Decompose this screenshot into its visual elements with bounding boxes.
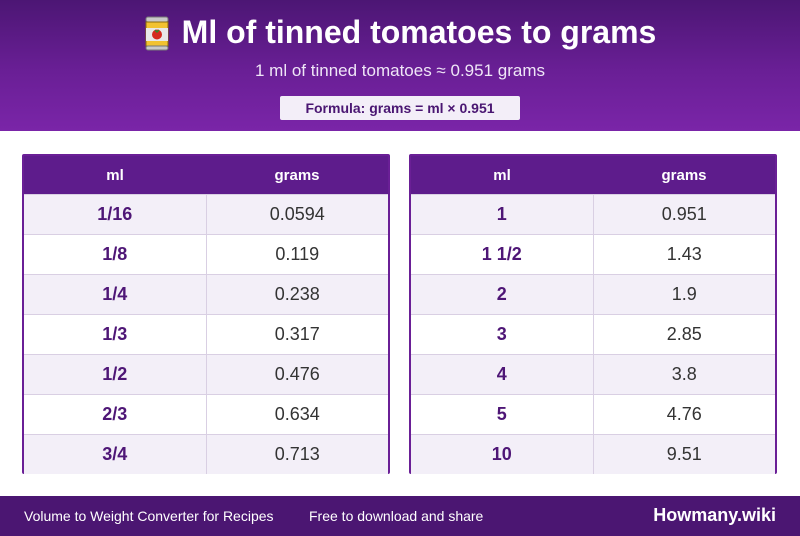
table-header: ml grams xyxy=(24,156,388,194)
table-row: 1/8 0.119 xyxy=(24,234,388,274)
table-row: 10 9.51 xyxy=(411,434,775,474)
formula-badge: Formula: grams = ml × 0.951 xyxy=(280,96,520,120)
table-row: 2 1.9 xyxy=(411,274,775,314)
conversion-table-left: ml grams 1/16 0.0594 1/8 0.119 1/4 0.238 1/3 0.… xyxy=(22,154,390,474)
subtitle: 1 ml of tinned tomatoes ≈ 0.951 grams xyxy=(255,61,545,80)
table-body: 1/16 0.0594 1/8 0.119 1/4 0.238 1/3 0.317 1/2 0.4… xyxy=(24,194,388,474)
grams-cell: 0.317 xyxy=(274,324,320,344)
table-row: 3 2.85 xyxy=(411,314,775,354)
grams-cell: 0.634 xyxy=(274,404,320,424)
ml-cell: 1/16 xyxy=(24,195,207,234)
ml-cell: 10 xyxy=(411,435,594,474)
ml-cell: 1/2 xyxy=(24,355,207,394)
table-row: 1/4 0.238 xyxy=(24,274,388,314)
grams-cell: 3.8 xyxy=(671,364,697,384)
ml-cell: 1/3 xyxy=(24,315,207,354)
page-title: Ml of tinned tomatoes to grams xyxy=(181,14,657,50)
header: Ml of tinned tomatoes to grams 1 ml of t… xyxy=(0,0,800,131)
ml-cell: 4 xyxy=(411,355,594,394)
ml-cell: 1 1/2 xyxy=(411,235,594,274)
table-row: 2/3 0.634 xyxy=(24,394,388,434)
grams-cell: 0.951 xyxy=(661,204,707,224)
ml-cell: 2/3 xyxy=(24,395,207,434)
grams-cell: 1.9 xyxy=(671,284,697,304)
table-row: 1/16 0.0594 xyxy=(24,194,388,234)
table-body: 1 0.951 1 1/2 1.43 2 1.9 3 2.85 4 3.8 5 4.76 10 9.51 xyxy=(411,194,775,474)
table-row: 1/3 0.317 xyxy=(24,314,388,354)
grams-cell: 0.119 xyxy=(275,244,320,264)
column-header-ml: ml xyxy=(493,166,511,184)
ml-cell: 1 xyxy=(411,195,594,234)
grams-cell: 2.85 xyxy=(666,324,702,344)
table-row: 4 3.8 xyxy=(411,354,775,394)
table-row: 5 4.76 xyxy=(411,394,775,434)
column-header-grams: grams xyxy=(274,166,320,184)
table-row: 1 1/2 1.43 xyxy=(411,234,775,274)
footer: Volume to Weight Converter for Recipes F… xyxy=(0,496,800,536)
table-row: 3/4 0.713 xyxy=(24,434,388,474)
table-row: 1 0.951 xyxy=(411,194,775,234)
grams-cell: 1.43 xyxy=(666,244,702,264)
grams-cell: 0.476 xyxy=(274,364,320,384)
ml-cell: 1/4 xyxy=(24,275,207,314)
ml-cell: 5 xyxy=(411,395,594,434)
tin-can-icon xyxy=(144,15,170,51)
title-row: Ml of tinned tomatoes to grams xyxy=(0,14,800,51)
grams-cell: 9.51 xyxy=(666,444,702,464)
column-header-grams: grams xyxy=(661,166,707,184)
table-row: 1/2 0.476 xyxy=(24,354,388,394)
ml-cell: 1/8 xyxy=(24,235,207,274)
column-header-ml: ml xyxy=(106,166,124,184)
grams-cell: 4.76 xyxy=(666,404,702,424)
conversion-table-right: ml grams 1 0.951 1 1/2 1.43 2 1.9 3 2.85 4 3.8 5 4.… xyxy=(409,154,777,474)
footer-left-text: Volume to Weight Converter for Recipes xyxy=(24,508,274,524)
footer-middle-text: Free to download and share xyxy=(309,508,484,524)
grams-cell: 0.238 xyxy=(274,284,320,304)
ml-cell: 3/4 xyxy=(24,435,207,474)
brand-link[interactable]: Howmany.wiki xyxy=(653,505,776,525)
table-header: ml grams xyxy=(411,156,775,194)
grams-cell: 0.0594 xyxy=(269,204,325,224)
ml-cell: 3 xyxy=(411,315,594,354)
grams-cell: 0.713 xyxy=(274,444,320,464)
ml-cell: 2 xyxy=(411,275,594,314)
